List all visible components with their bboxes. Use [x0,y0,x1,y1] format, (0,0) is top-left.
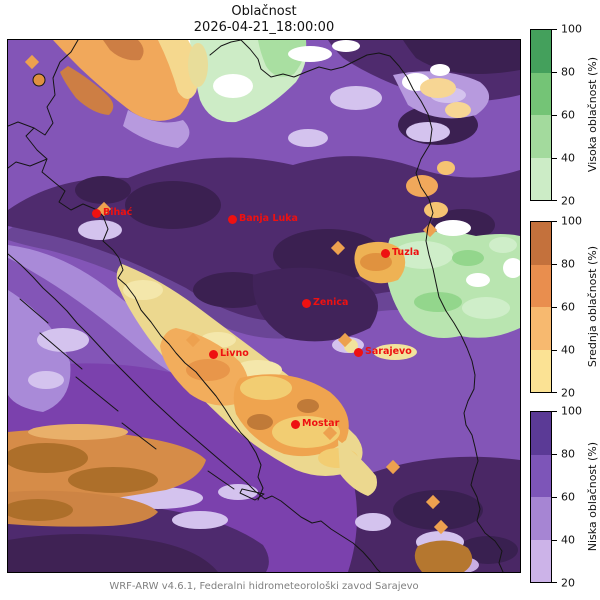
weather-map [8,40,520,572]
tick-label: 40 [561,151,575,165]
tick-label: 100 [561,22,582,36]
cloud-layer-mid [8,40,473,572]
tick-label: 20 [561,194,575,208]
colorbar-band [531,307,551,350]
colorbar-band [531,115,551,158]
colorbar-high-clouds: 100 80 60 40 20 Visoka oblačnost (%) [530,23,600,208]
tick-mark [552,350,557,351]
tick-label: 100 [561,404,582,418]
colorbar-medium-bar [530,221,552,393]
tick-label: 20 [561,386,575,400]
tick-label: 80 [561,447,575,461]
tick-label: 80 [561,65,575,79]
colorbar-band [531,222,551,265]
colorbar-low-clouds: 100 80 60 40 20 Niska oblačnost (%) [530,405,600,590]
title-block: Oblačnost 2026-04-21_18:00:00 [8,4,520,36]
tick-label: 40 [561,343,575,357]
attribution-caption: WRF-ARW v4.6.1, Federalni hidrometeorolo… [109,581,419,592]
tick-label: 100 [561,214,582,228]
tick-mark [552,582,557,583]
cloud-layer-high [108,40,520,338]
colorbar-axis-label: Srednja oblačnost (%) [586,246,599,368]
tick-label: 60 [561,108,575,122]
tick-mark [552,307,557,308]
tick-label: 60 [561,490,575,504]
tick-mark [552,200,557,201]
tick-mark [552,115,557,116]
colorbar-band [531,349,551,392]
colorbar-high-bar [530,29,552,201]
colorbar-medium-clouds: 100 80 60 40 20 Srednja oblačnost (%) [530,215,600,400]
tick-mark [552,454,557,455]
colorbar-axis-label: Niska oblačnost (%) [586,442,599,552]
colorbar-band [531,454,551,497]
tick-label: 20 [561,576,575,590]
tick-label: 40 [561,533,575,547]
tick-mark [552,411,557,412]
timestamp-subtitle: 2026-04-21_18:00:00 [193,20,335,35]
tick-mark [552,158,557,159]
colorbar-band [531,412,551,455]
colorbar-low-bar [530,411,552,583]
colorbar-band [531,539,551,582]
country-borders [8,40,504,572]
colorbar-band [531,72,551,115]
page-title: Oblačnost [231,4,297,19]
tick-mark [552,497,557,498]
colorbar-band [531,30,551,73]
tick-mark [552,392,557,393]
tick-label: 80 [561,257,575,271]
tick-mark [552,264,557,265]
tick-mark [552,221,557,222]
colorbar-band [531,157,551,200]
colorbar-axis-label: Visoka oblačnost (%) [586,57,599,173]
tick-mark [552,540,557,541]
tick-mark [552,29,557,30]
map-frame: Bihać Banja Luka Tuzla Zenica Livno Sarajevo M… [7,39,521,573]
tick-mark [552,72,557,73]
colorbar-band [531,264,551,307]
tick-label: 60 [561,300,575,314]
colorbar-band [531,497,551,540]
